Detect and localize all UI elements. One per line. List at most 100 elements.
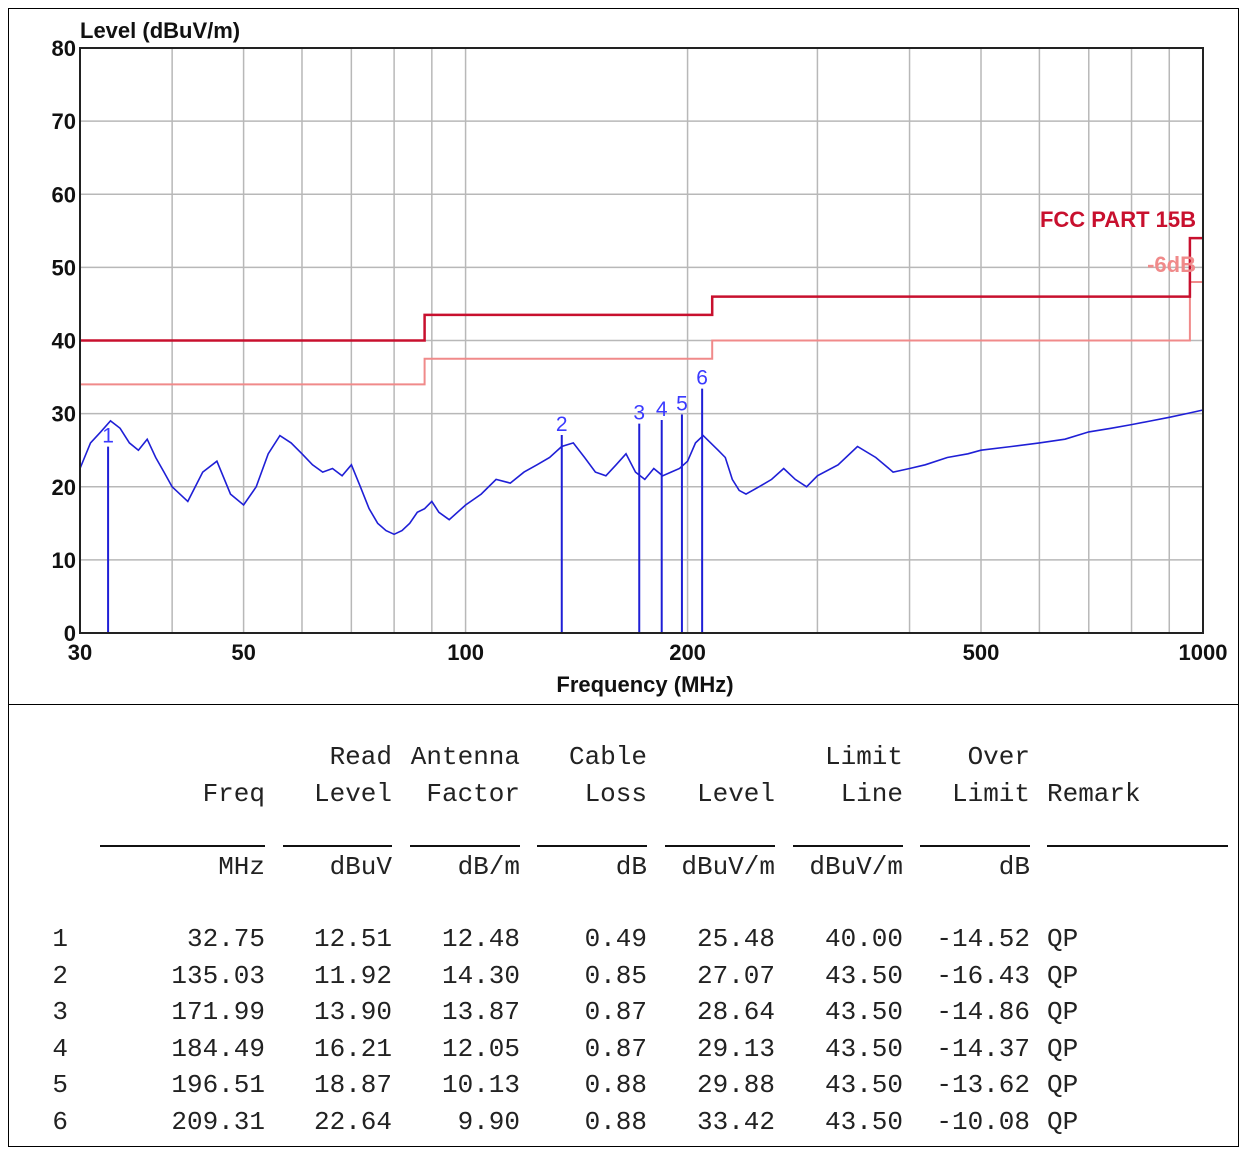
- figure-frame: [8, 8, 1239, 1147]
- table-cell: 0.87: [584, 1033, 647, 1064]
- trace-layer: [79, 409, 1204, 536]
- table-cell: 40.00: [824, 924, 903, 954]
- table-cell: QP: [1047, 997, 1079, 1027]
- table-cell: 171.99: [171, 997, 265, 1027]
- table-cell: 5: [52, 1070, 68, 1100]
- header-rule: [283, 845, 392, 847]
- table-cell: 12.05: [441, 1033, 520, 1064]
- table-cell: QP: [1047, 960, 1079, 991]
- table-cell: QP: [1047, 924, 1079, 954]
- table-cell: 12.48: [441, 924, 520, 954]
- table-cell: 135.03: [171, 960, 265, 991]
- emission-trace: [79, 409, 1204, 536]
- unit-label: MHz: [218, 852, 265, 882]
- table-cell: 0.87: [584, 997, 647, 1027]
- table-cell: 1: [52, 924, 68, 954]
- table-cell: 27.07: [696, 960, 775, 991]
- table-cell: QP: [1047, 1070, 1079, 1100]
- table-cell: -14.86: [936, 997, 1030, 1027]
- header-remark: Remark: [1047, 779, 1141, 809]
- header-freq: Freq: [202, 779, 265, 809]
- table-cell: 28.64: [696, 997, 775, 1027]
- table-cell: 29.88: [696, 1070, 775, 1100]
- table-cell: -13.62: [936, 1070, 1030, 1100]
- table-cell: -14.52: [936, 924, 1030, 954]
- table-cell: 11.92: [313, 960, 392, 991]
- table-cell: 29.13: [696, 1033, 775, 1064]
- table-cell: -16.43: [936, 960, 1030, 991]
- table-cell: 43.50: [824, 1070, 903, 1100]
- x-tick-label: 1000: [1179, 640, 1228, 665]
- unit-label: dBuV/m: [681, 852, 775, 882]
- table-cell: 0.85: [584, 960, 647, 991]
- table-cell: -14.37: [936, 1033, 1030, 1064]
- margin-label: -6dB: [1147, 252, 1196, 277]
- marker-label: 1: [102, 425, 114, 448]
- header-cable: Cable: [568, 742, 647, 772]
- table-cell: 4: [52, 1033, 68, 1064]
- table-cell: QP: [1047, 1033, 1079, 1064]
- table-cell: 209.31: [171, 1106, 265, 1137]
- y-axis-title: Level (dBuV/m): [80, 18, 240, 43]
- y-ticks: 0 10 20 30 40 50 60 70 80: [52, 36, 76, 646]
- unit-label: dB/m: [457, 852, 520, 882]
- table-cell: 6: [52, 1106, 68, 1137]
- table-cell: 18.87: [313, 1070, 392, 1100]
- header-rule: [537, 845, 647, 847]
- y-tick-label: 0: [64, 621, 76, 646]
- table-cell: 16.21: [313, 1033, 392, 1064]
- plot-border: [79, 47, 1204, 634]
- table-cell: 9.90: [457, 1106, 520, 1137]
- y-tick-label: 40: [52, 329, 76, 354]
- marker-label: 6: [696, 367, 708, 390]
- unit-label: dBuV: [329, 852, 392, 882]
- y-tick-label: 80: [52, 36, 76, 61]
- table-cell: 25.48: [696, 924, 775, 954]
- table-cell: 196.51: [171, 1070, 265, 1100]
- table-cell: 43.50: [824, 960, 903, 991]
- x-tick-label: 500: [963, 640, 1000, 665]
- marker-label: 3: [633, 402, 645, 425]
- results-table: Read Antenna Cable Limit Over Freq Level Factor…: [0, 705, 1241, 1145]
- header-over: Over: [967, 742, 1030, 772]
- header-level: Level: [696, 779, 775, 809]
- header-loss: Loss: [584, 779, 647, 809]
- header-level: Level: [313, 779, 392, 809]
- table-cell: 43.50: [824, 997, 903, 1027]
- table-cell: QP: [1047, 1106, 1079, 1137]
- marker-label: 5: [676, 393, 688, 416]
- markers: 1 2 3 4 56: [102, 367, 708, 633]
- unit-label: dB: [998, 852, 1030, 882]
- header-rule: [1047, 845, 1228, 847]
- table-cell: 0.49: [584, 924, 647, 954]
- table-cell: 43.50: [824, 1106, 903, 1137]
- section-divider: [8, 704, 1239, 705]
- header-limit: Limit: [824, 742, 903, 772]
- table-cell: 33.42: [696, 1106, 775, 1137]
- y-tick-label: 70: [52, 109, 76, 134]
- unit-label: dBuV/m: [809, 852, 903, 882]
- header-limit: Limit: [951, 779, 1030, 809]
- unit-label: dB: [615, 852, 647, 882]
- limit-label: FCC PART 15B: [1040, 207, 1196, 232]
- y-tick-label: 30: [52, 402, 76, 427]
- header-rule: [920, 845, 1030, 847]
- table-cell: 13.87: [441, 997, 520, 1027]
- table-cell: 22.64: [313, 1106, 392, 1137]
- table-cell: 184.49: [171, 1033, 265, 1064]
- table-cell: 3: [52, 997, 68, 1027]
- table-cell: 12.51: [313, 924, 392, 954]
- y-tick-label: 50: [52, 255, 76, 280]
- table-cell: 32.75: [186, 924, 265, 954]
- y-tick-label: 60: [52, 182, 76, 207]
- header-rule: [793, 845, 903, 847]
- header-rule: [665, 845, 775, 847]
- limit-line: [80, 236, 1203, 342]
- table-cell: 43.50: [824, 1033, 903, 1064]
- x-tick-label: 30: [68, 640, 92, 665]
- header-rule: [410, 845, 520, 847]
- x-ticks: 30 50 100 200 500 1000: [68, 640, 1228, 665]
- x-tick-label: 200: [669, 640, 706, 665]
- header-antenna: Antenna: [410, 742, 520, 772]
- header-line: Line: [840, 779, 903, 809]
